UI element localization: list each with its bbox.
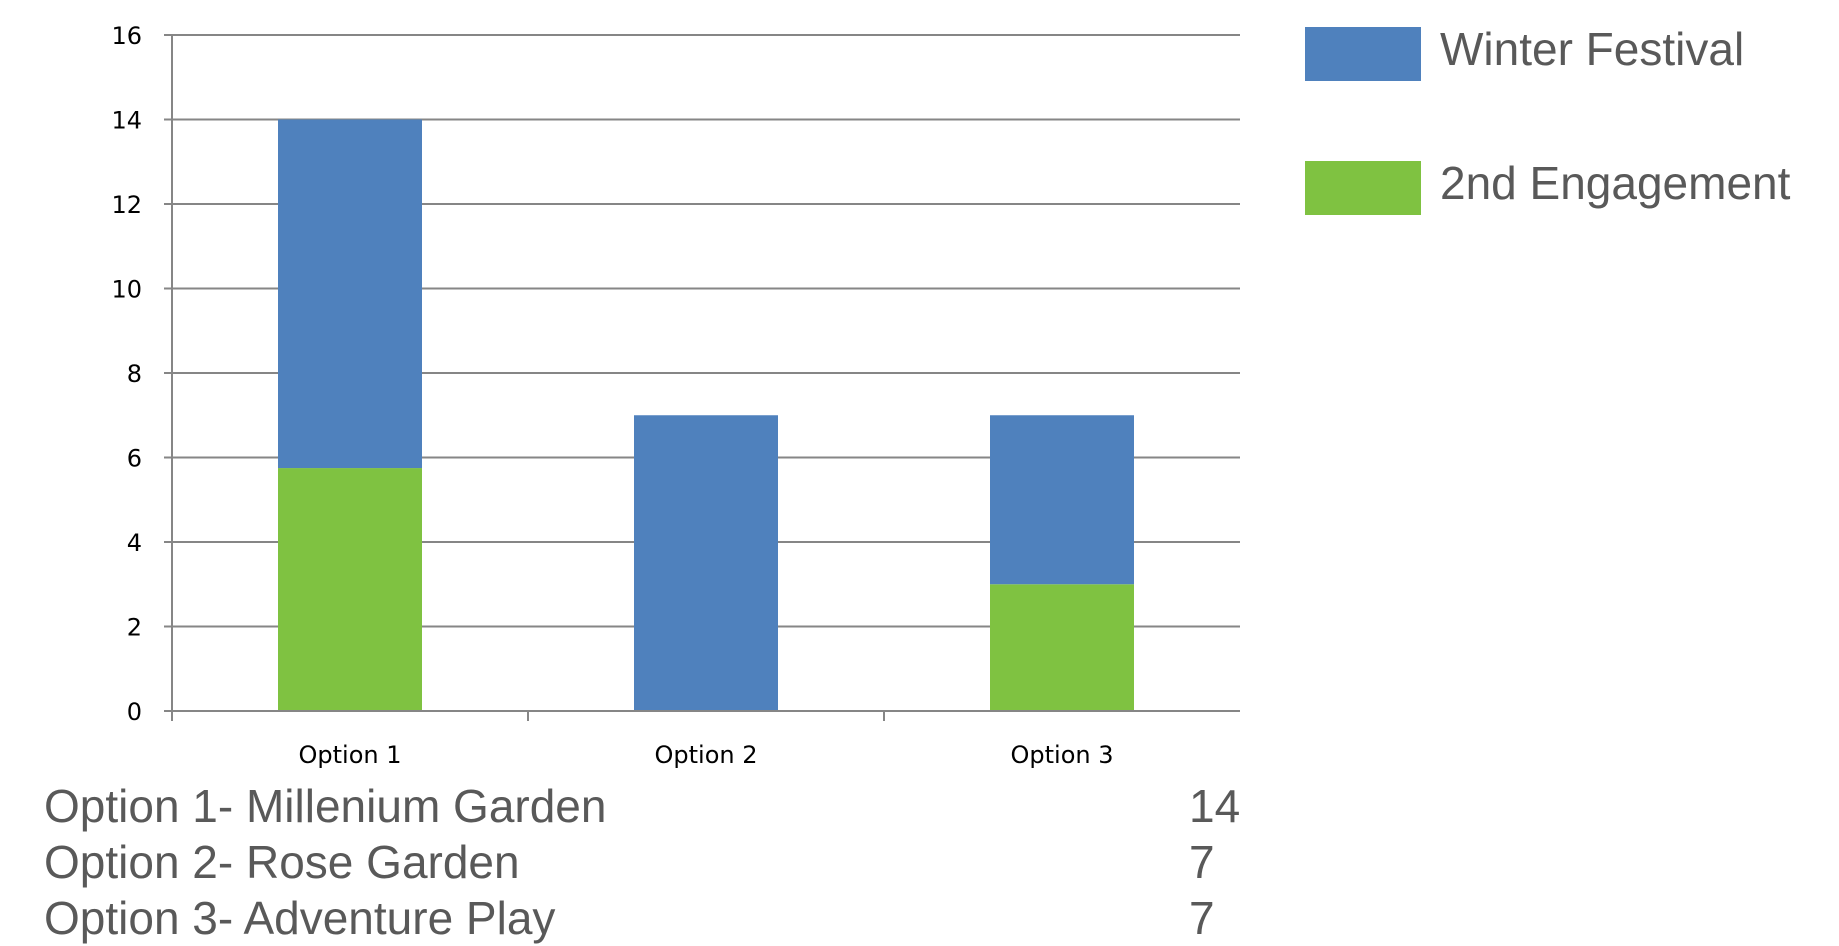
bar-segment (990, 415, 1134, 584)
y-tick-label: 16 (111, 22, 142, 50)
legend-label: 2nd Engagement (1440, 157, 1791, 209)
summary-label: Option 3- Adventure Play (44, 890, 555, 946)
legend-swatch (1305, 27, 1421, 81)
summary-value: 7 (1189, 834, 1215, 890)
summary-table: Option 1- Millenium Garden 14 Option 2- … (44, 778, 1244, 946)
summary-value: 7 (1189, 890, 1215, 946)
summary-row: Option 2- Rose Garden 7 (44, 834, 1244, 890)
summary-row: Option 1- Millenium Garden 14 (44, 778, 1244, 834)
summary-label: Option 1- Millenium Garden (44, 778, 606, 834)
y-tick-label: 2 (127, 614, 142, 642)
summary-value: 14 (1189, 778, 1240, 834)
y-tick-label: 4 (127, 529, 142, 557)
bar-segment (634, 415, 778, 711)
bar-segment (278, 120, 422, 469)
summary-label: Option 2- Rose Garden (44, 834, 520, 890)
y-tick-label: 12 (111, 191, 142, 219)
x-category-label: Option 2 (655, 741, 758, 769)
bar-segment (990, 584, 1134, 711)
legend: Winter Festival 2nd Engagement (1305, 23, 1791, 215)
x-category-label: Option 3 (1011, 741, 1114, 769)
x-category-label: Option 1 (299, 741, 402, 769)
bars (278, 120, 1134, 712)
y-tick-label: 8 (127, 360, 142, 388)
y-tick-label: 14 (111, 107, 142, 135)
y-tick-label: 0 (127, 698, 142, 726)
legend-label: Winter Festival (1440, 23, 1744, 75)
y-tick-label: 10 (111, 276, 142, 304)
legend-swatch (1305, 161, 1421, 215)
bar-segment (278, 468, 422, 711)
y-tick-label: 6 (127, 445, 142, 473)
summary-row: Option 3- Adventure Play 7 (44, 890, 1244, 946)
